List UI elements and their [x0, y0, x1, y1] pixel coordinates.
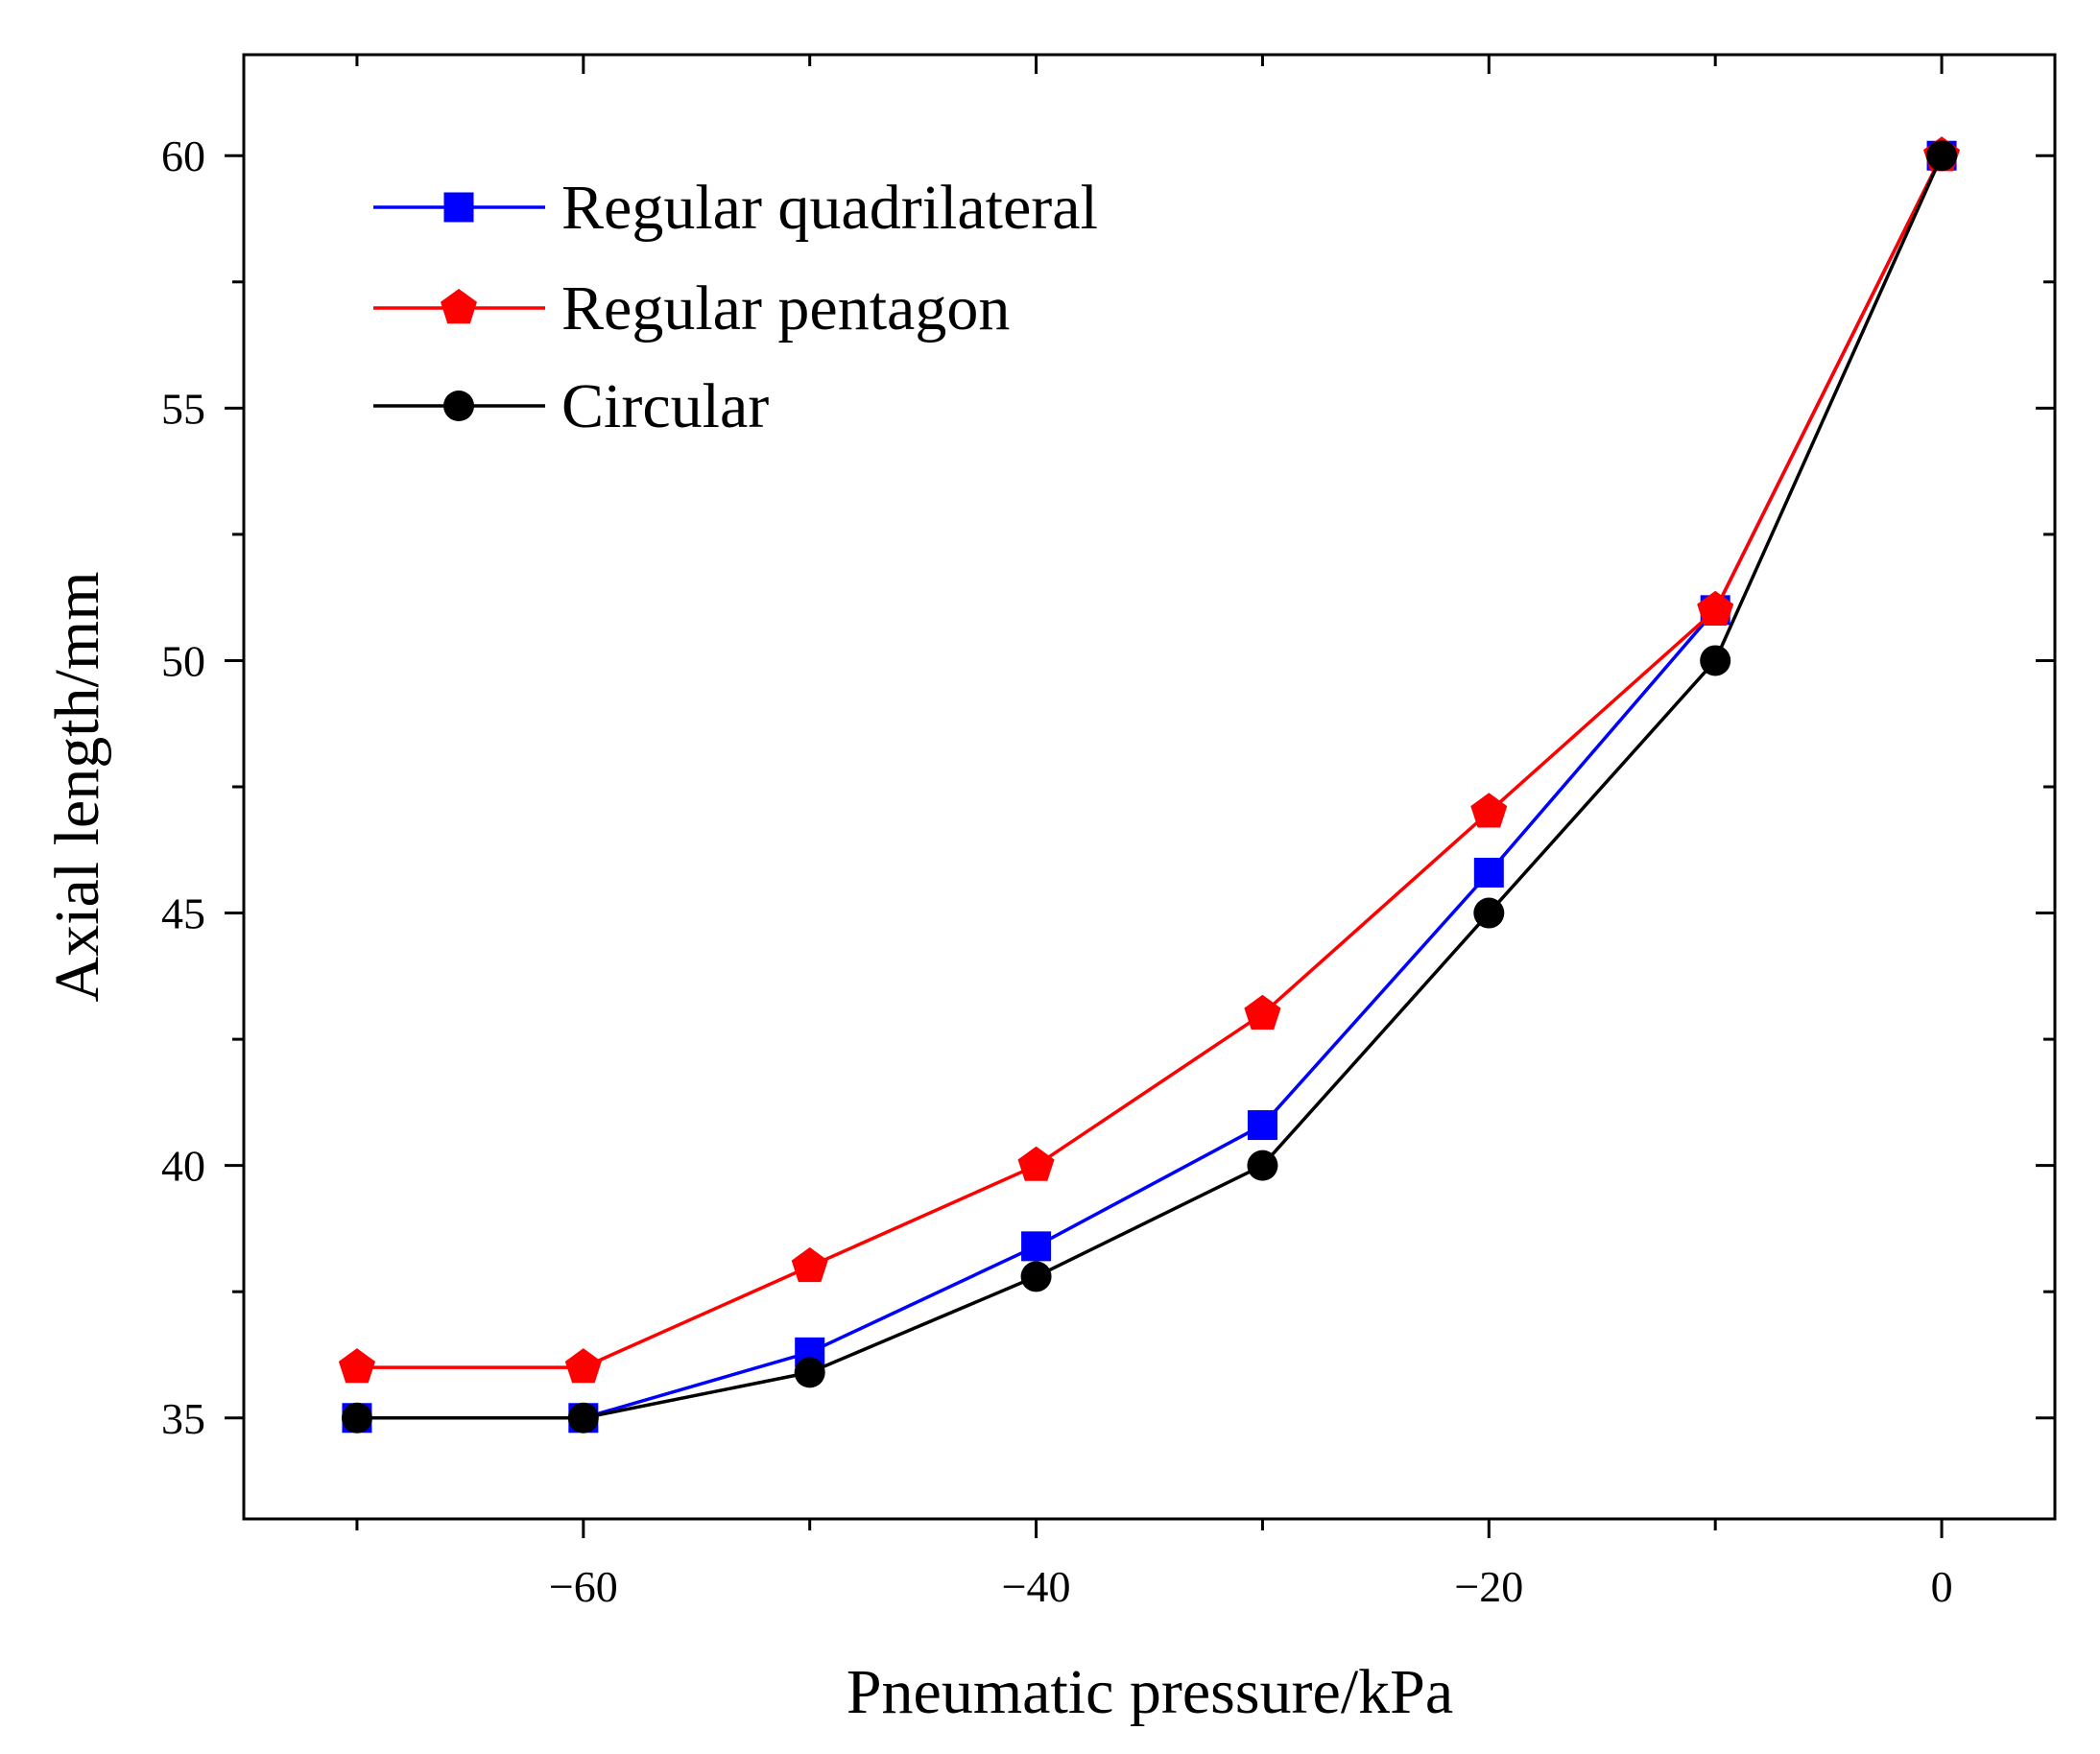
data-point	[794, 1357, 825, 1388]
legend-label: Regular quadrilateral	[561, 173, 1098, 243]
plot-frame	[242, 53, 2057, 1521]
data-point	[1247, 1110, 1277, 1141]
data-point	[1926, 140, 1958, 172]
legend-label: Circular	[561, 371, 769, 441]
data-point	[564, 1348, 602, 1384]
data-point	[1244, 994, 1281, 1030]
data-point	[338, 1348, 375, 1384]
x-axis-title: Pneumatic pressure/kPa	[847, 1657, 1453, 1727]
legend-item: Regular quadrilateral	[373, 173, 1098, 243]
data-point	[1470, 793, 1508, 828]
data-point	[791, 1246, 828, 1283]
y-axis-ticks: 35 40 45 50 55 60	[161, 131, 2055, 1443]
data-point	[1697, 590, 1734, 626]
series-line	[356, 154, 1944, 1420]
data-point	[567, 1402, 599, 1434]
data-point	[1473, 897, 1505, 929]
y-tick-label: 45	[161, 889, 205, 938]
x-tick-label: 0	[1931, 1562, 1953, 1611]
legend-label: Regular pentagon	[561, 273, 1010, 344]
series-line	[356, 154, 1944, 1369]
data-point	[1017, 1146, 1055, 1181]
data-point	[341, 1402, 372, 1434]
series-layer	[338, 136, 1961, 1434]
data-point	[1700, 645, 1731, 676]
legend-marker	[441, 289, 477, 324]
legend-item: Circular	[373, 371, 769, 441]
y-axis-title: Axial length/mm	[42, 571, 112, 1002]
legend-item: Regular pentagon	[373, 273, 1010, 344]
y-tick-label: 55	[161, 384, 205, 433]
data-point	[1021, 1231, 1052, 1262]
y-tick-label: 40	[161, 1142, 205, 1191]
y-tick-label: 35	[161, 1394, 205, 1443]
y-tick-label: 50	[161, 636, 205, 685]
data-point	[1473, 857, 1504, 888]
x-tick-label: −60	[549, 1562, 618, 1611]
x-axis-ticks: −60 −40 −20 0	[355, 55, 1953, 1611]
y-tick-label: 60	[161, 131, 205, 180]
legend: Regular quadrilateral Regular pentagon Cir…	[373, 173, 1098, 441]
data-point	[1247, 1150, 1278, 1181]
series-circle	[341, 140, 1958, 1434]
series-line	[356, 154, 1944, 1420]
x-tick-label: −20	[1454, 1562, 1523, 1611]
x-tick-label: −40	[1002, 1562, 1071, 1611]
legend-marker	[443, 192, 474, 223]
data-point	[1020, 1261, 1052, 1292]
legend-marker	[443, 391, 474, 421]
